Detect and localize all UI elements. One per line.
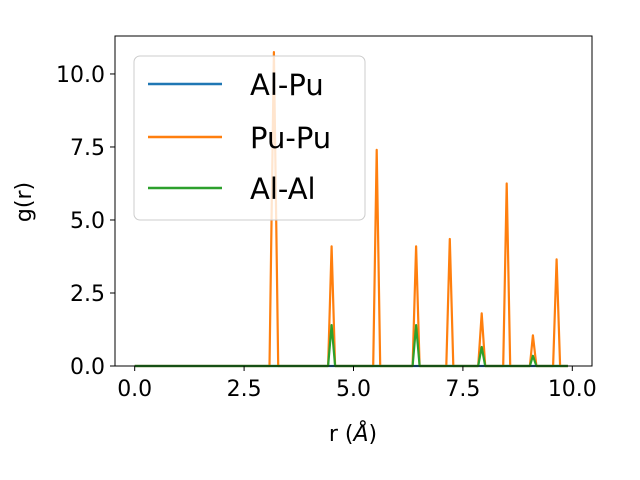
x-tick-label: 2.5 xyxy=(227,377,262,402)
y-tick-label: 10.0 xyxy=(56,63,105,88)
x-tick-label: 0.0 xyxy=(117,377,152,402)
y-tick-label: 2.5 xyxy=(70,282,105,307)
x-axis: 0.0 2.5 5.0 7.5 10.0 xyxy=(117,366,597,402)
y-axis-title: g(r) xyxy=(12,182,37,222)
y-tick-label: 0.0 xyxy=(70,355,105,380)
y-tick-label: 5.0 xyxy=(70,209,105,234)
y-axis: 0.0 2.5 5.0 7.5 10.0 xyxy=(56,63,115,380)
x-tick-label: 5.0 xyxy=(336,377,371,402)
legend: Al-Pu Pu-Pu Al-Al xyxy=(133,55,366,221)
x-tick-label: 7.5 xyxy=(445,377,480,402)
x-axis-title: r (Å) xyxy=(329,420,377,447)
y-tick-label: 7.5 xyxy=(70,136,105,161)
x-tick-label: 10.0 xyxy=(548,377,597,402)
series-line-pu-pu xyxy=(134,50,568,368)
legend-label: Al-Pu xyxy=(250,68,324,102)
legend-label: Pu-Pu xyxy=(250,121,331,155)
legend-box xyxy=(133,55,366,221)
legend-label: Al-Al xyxy=(250,172,316,206)
